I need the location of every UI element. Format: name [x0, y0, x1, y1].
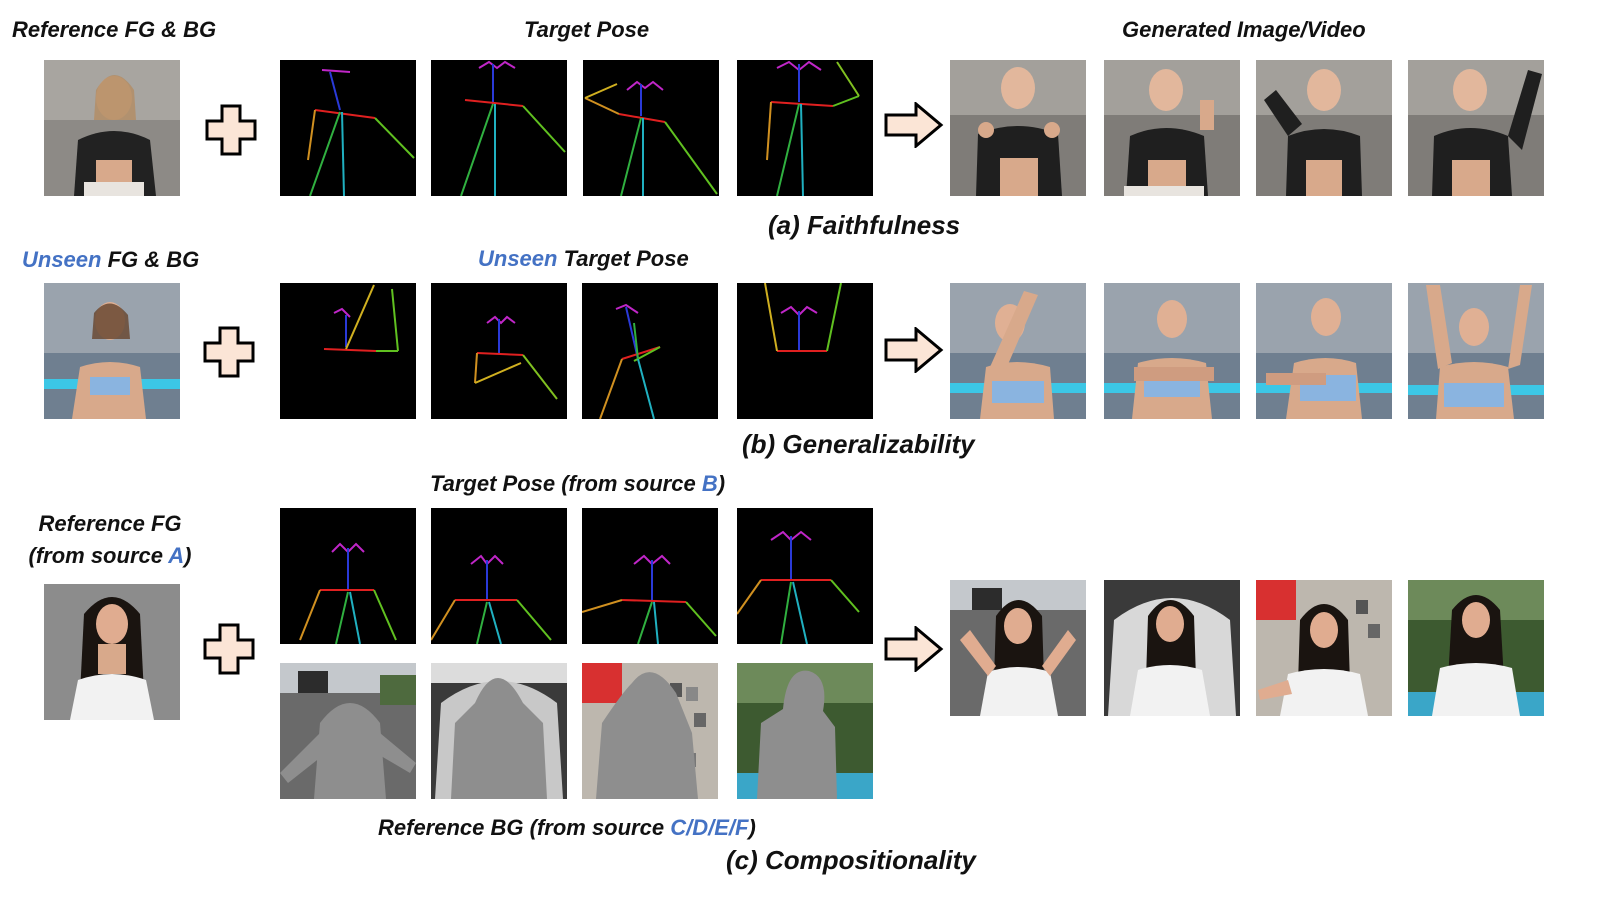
row-b-pose-4 [737, 283, 873, 419]
row-c-generated-1 [950, 580, 1086, 716]
row-c-pose-3 [582, 508, 718, 644]
source-cdef-highlight: C/D/E/F [670, 815, 749, 840]
row-a-pose-1 [280, 60, 416, 196]
row-a-reference-image [44, 60, 180, 196]
row-b-right-arrow-icon [884, 327, 944, 373]
row-a-generated-2 [1104, 60, 1240, 196]
row-b-unseen-target-pose-label: Unseen Target Pose [478, 246, 689, 272]
row-c-background-3 [582, 663, 718, 799]
from-source-text: (from source [28, 543, 169, 568]
row-b-plus-icon [202, 325, 256, 379]
source-a-highlight: A [168, 543, 185, 568]
paren-close: ) [717, 471, 726, 496]
header-reference-fg-bg: Reference FG & BG [12, 17, 217, 42]
row-b-unseen-fg-bg-label: Unseen FG & BG [22, 247, 199, 273]
target-pose-text: Target Pose (from source [430, 471, 702, 496]
row-c-reference-bg-label: Reference BG (from source C/D/E/F) [378, 815, 756, 841]
row-c-generated-4 [1408, 580, 1544, 716]
row-c-generated-3 [1256, 580, 1392, 716]
reference-bg-text: Reference BG (from source [378, 815, 671, 840]
row-c-pose-2 [431, 508, 567, 644]
row-a-generated-3 [1256, 60, 1392, 196]
row-c-right-arrow-icon [884, 626, 944, 672]
row-a-caption: (a) Faithfulness [768, 210, 961, 240]
row-a-pose-4 [737, 60, 873, 196]
row-c-background-4 [737, 663, 873, 799]
header-generated: Generated Image/Video [1122, 17, 1366, 42]
row-b-pose-1 [280, 283, 416, 419]
row-a-pose-2 [431, 60, 567, 196]
source-b-highlight: B [701, 471, 718, 496]
row-a-generated-1 [950, 60, 1086, 196]
reference-fg-line2: (from source A) [10, 543, 210, 569]
row-c-reference-fg-label: Reference FG (from source A) [10, 511, 210, 569]
row-b-pose-3 [582, 283, 718, 419]
row-c-generated-2 [1104, 580, 1240, 716]
fg-bg-text: FG & BG [101, 247, 200, 272]
row-b-reference-image [44, 283, 180, 419]
row-b-generated-3 [1256, 283, 1392, 419]
reference-fg-line1: Reference FG [38, 511, 182, 536]
unseen-highlight: Unseen [478, 246, 558, 271]
row-c-background-2 [431, 663, 567, 799]
paren-close: ) [184, 543, 192, 568]
row-b-generated-2 [1104, 283, 1240, 419]
row-a-right-arrow-icon [884, 102, 944, 148]
row-a-generated-4 [1408, 60, 1544, 196]
row-a-plus-icon [204, 103, 258, 157]
row-b-generated-4 [1408, 283, 1544, 419]
row-c-caption: (c) Compositionality [726, 845, 976, 875]
header-target-pose: Target Pose [524, 17, 650, 42]
row-c-reference-fg-image [44, 584, 180, 720]
target-pose-text: Target Pose [557, 246, 689, 271]
paren-close: ) [748, 815, 756, 840]
row-b-caption: (b) Generalizability [742, 429, 975, 459]
row-b-generated-1 [950, 283, 1086, 419]
row-c-background-1 [280, 663, 416, 799]
unseen-highlight: Unseen [22, 247, 102, 272]
row-c-pose-4 [737, 508, 873, 644]
row-c-pose-1 [280, 508, 416, 644]
row-b-pose-2 [431, 283, 567, 419]
row-a-pose-3 [583, 60, 719, 196]
row-c-target-pose-label: Target Pose (from source B) [430, 471, 725, 497]
row-c-plus-icon [202, 622, 256, 676]
